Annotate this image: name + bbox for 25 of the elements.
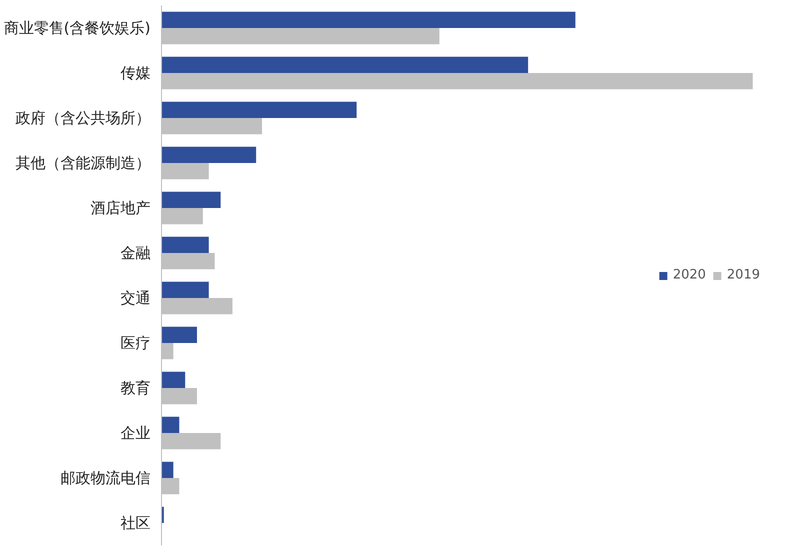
y-tick-label: 医疗 xyxy=(120,334,150,352)
y-tick-label: 传媒 xyxy=(120,64,150,82)
bar xyxy=(162,462,174,478)
y-tick-label: 其他（含能源制造） xyxy=(16,154,150,172)
bar xyxy=(162,236,209,253)
bar xyxy=(162,282,209,298)
y-tick-label: 邮政物流电信 xyxy=(60,469,150,487)
legend-label: 2020 xyxy=(672,268,706,282)
y-tick-label: 企业 xyxy=(120,424,150,442)
y-tick-label: 金融 xyxy=(120,244,150,262)
y-tick-label: 商业零售(含餐饮娱乐) xyxy=(4,19,151,37)
y-tick-label: 酒店地产 xyxy=(90,199,150,217)
y-tick-label: 政府（含公共场所） xyxy=(16,109,150,127)
bar xyxy=(162,146,256,163)
bar xyxy=(162,192,221,208)
y-tick-label: 社区 xyxy=(120,514,150,532)
y-tick-label: 教育 xyxy=(120,379,150,397)
bar xyxy=(162,102,357,118)
bar xyxy=(162,12,576,28)
y-tick-label: 交通 xyxy=(120,289,150,307)
bar xyxy=(162,326,197,343)
legend-label: 2019 xyxy=(726,268,760,282)
bar xyxy=(162,56,528,73)
bar xyxy=(162,416,180,433)
bar xyxy=(162,372,186,388)
